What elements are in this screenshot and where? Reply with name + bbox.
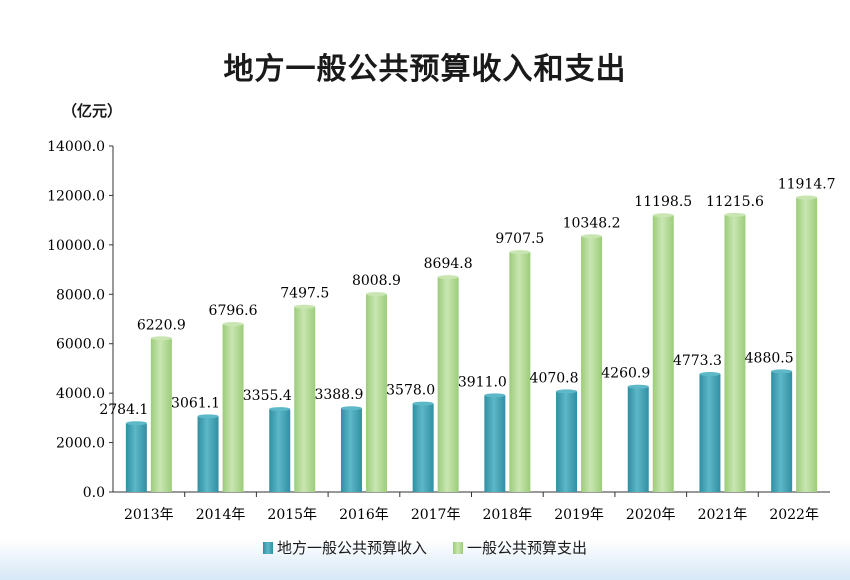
data-label-revenue: 4880.5 bbox=[745, 350, 794, 366]
bar-expenditure bbox=[294, 306, 316, 492]
data-label-revenue: 3388.9 bbox=[314, 387, 363, 403]
bar-revenue bbox=[269, 409, 291, 492]
y-tick-label: 6000.0 bbox=[56, 337, 105, 353]
bar-expenditure bbox=[365, 294, 387, 492]
bar-expenditure bbox=[150, 338, 172, 492]
data-label-revenue: 3355.4 bbox=[243, 388, 292, 404]
data-label-revenue: 2784.1 bbox=[99, 402, 148, 418]
bar-cap-revenue bbox=[269, 407, 291, 412]
data-label-revenue: 4070.8 bbox=[530, 370, 579, 386]
bar-cap-revenue bbox=[340, 406, 362, 411]
bar-cap-revenue bbox=[699, 372, 721, 377]
chart-legend: 地方一般公共预算收入 一般公共预算支出 bbox=[0, 537, 850, 558]
x-tick-label: 2020年 bbox=[626, 507, 676, 523]
bar-cap-expenditure bbox=[150, 336, 172, 341]
bar-revenue bbox=[412, 403, 434, 492]
x-tick-label: 2016年 bbox=[339, 507, 389, 523]
bar-expenditure bbox=[222, 324, 244, 492]
y-tick-label: 10000.0 bbox=[47, 238, 105, 254]
bar-cap-expenditure bbox=[437, 275, 459, 280]
bar-cap-expenditure bbox=[796, 195, 818, 200]
x-tick-label: 2017年 bbox=[411, 507, 461, 523]
bar-expenditure bbox=[437, 277, 459, 492]
bar-revenue bbox=[771, 371, 793, 492]
bar-cap-revenue bbox=[556, 389, 578, 394]
x-tick-label: 2014年 bbox=[196, 507, 246, 523]
bar-cap-expenditure bbox=[581, 234, 603, 239]
bar-cap-expenditure bbox=[294, 304, 316, 309]
bar-cap-expenditure bbox=[652, 213, 674, 218]
legend-swatch-revenue bbox=[262, 541, 273, 554]
y-axis-unit-label: （亿元） bbox=[62, 102, 123, 120]
bar-expenditure bbox=[796, 197, 818, 493]
bar-cap-expenditure bbox=[222, 322, 244, 327]
data-label-expenditure: 8694.8 bbox=[424, 256, 473, 272]
legend-item-expenditure: 一般公共预算支出 bbox=[453, 537, 587, 558]
legend-swatch-expenditure bbox=[453, 541, 463, 554]
data-label-revenue: 4773.3 bbox=[673, 353, 722, 369]
data-label-expenditure: 11198.5 bbox=[634, 194, 692, 210]
background-wave bbox=[0, 540, 850, 580]
y-tick-label: 2000.0 bbox=[56, 436, 105, 452]
bar-cap-revenue bbox=[484, 393, 506, 398]
data-label-revenue: 4260.9 bbox=[601, 366, 650, 382]
bar-revenue bbox=[627, 386, 649, 492]
y-tick-label: 8000.0 bbox=[56, 287, 105, 303]
chart-data-labels: 2784.1 6220.9 3061.1 6796.6 3355.4 7497.5 3388… bbox=[99, 177, 835, 419]
x-tick-label: 2018年 bbox=[483, 507, 533, 523]
bar-expenditure bbox=[581, 236, 603, 492]
data-label-expenditure: 10348.2 bbox=[563, 215, 621, 231]
x-tick-label: 2022年 bbox=[769, 507, 819, 523]
x-tick-label: 2019年 bbox=[554, 507, 604, 523]
bar-expenditure bbox=[724, 214, 746, 492]
bar-revenue bbox=[484, 395, 506, 492]
x-tick-label: 2021年 bbox=[698, 507, 748, 523]
data-label-expenditure: 6796.6 bbox=[209, 303, 258, 319]
data-label-expenditure: 11215.6 bbox=[706, 194, 764, 210]
y-tick-label: 0.0 bbox=[83, 485, 105, 501]
bar-revenue bbox=[125, 423, 147, 492]
legend-label-expenditure: 一般公共预算支出 bbox=[467, 539, 588, 557]
legend-label-revenue: 地方一般公共预算收入 bbox=[276, 539, 427, 557]
data-label-revenue: 3061.1 bbox=[171, 395, 220, 411]
data-label-revenue: 3578.0 bbox=[386, 383, 435, 399]
data-label-expenditure: 8008.9 bbox=[352, 273, 401, 289]
data-label-expenditure: 6220.9 bbox=[137, 317, 186, 333]
bar-expenditure bbox=[509, 252, 531, 492]
bar-cap-revenue bbox=[197, 414, 219, 419]
bar-cap-expenditure bbox=[724, 212, 746, 217]
y-tick-label: 4000.0 bbox=[56, 386, 105, 402]
x-tick-label: 2015年 bbox=[267, 507, 317, 523]
bar-cap-revenue bbox=[771, 369, 793, 374]
data-label-expenditure: 11914.7 bbox=[778, 177, 836, 193]
bar-cap-expenditure bbox=[509, 250, 531, 255]
bar-revenue bbox=[556, 391, 578, 492]
data-label-expenditure: 7497.5 bbox=[280, 286, 329, 302]
chart-title: 地方一般公共预算收入和支出 bbox=[223, 52, 627, 87]
x-tick-label: 2013年 bbox=[124, 507, 174, 523]
bar-revenue bbox=[340, 408, 362, 492]
y-tick-label: 14000.0 bbox=[47, 139, 105, 155]
y-tick-label: 12000.0 bbox=[47, 188, 105, 204]
chart-axes: 0.0 2000.0 4000.0 6000.0 8000.0 10000.0 12000.… bbox=[47, 139, 830, 523]
data-label-expenditure: 9707.5 bbox=[495, 231, 544, 247]
bar-cap-revenue bbox=[125, 421, 147, 426]
bar-cap-revenue bbox=[412, 401, 434, 406]
legend-item-revenue: 地方一般公共预算收入 bbox=[262, 537, 427, 558]
bar-revenue bbox=[197, 416, 219, 492]
chart-bars bbox=[125, 195, 818, 493]
bar-cap-revenue bbox=[627, 384, 649, 389]
bar-revenue bbox=[699, 374, 721, 492]
bar-expenditure bbox=[652, 215, 674, 493]
data-label-revenue: 3911.0 bbox=[458, 374, 507, 390]
bar-cap-expenditure bbox=[365, 292, 387, 297]
